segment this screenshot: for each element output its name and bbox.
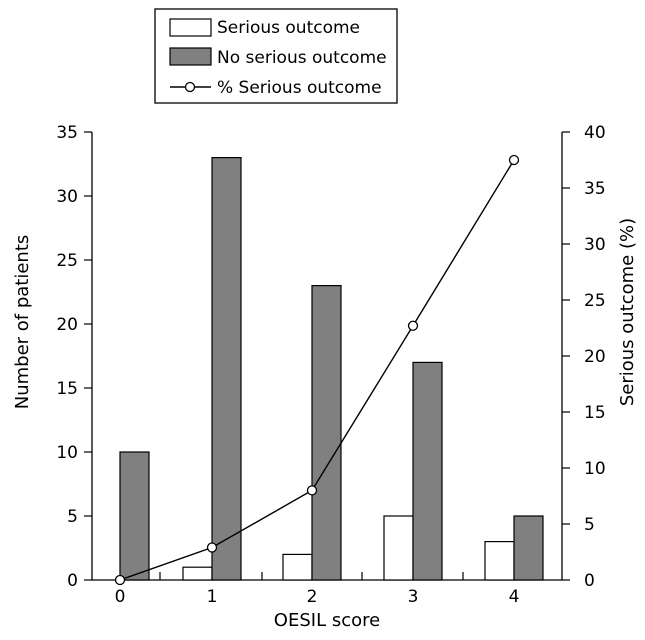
x-tick-label: 3 <box>408 587 419 607</box>
legend-label-percent: % Serious outcome <box>217 78 382 98</box>
x-tick-label: 2 <box>307 587 318 607</box>
y-tick-label-left: 30 <box>56 187 78 207</box>
axes: 0 5 10 15 20 25 30 35 0 5 10 15 20 25 30 35 40 0 1 2 3 4 OESIL… <box>12 123 638 631</box>
legend-swatch-marker <box>184 81 196 93</box>
y-tick-label-right: 15 <box>584 403 606 423</box>
bar-no-serious-outcome <box>119 451 150 581</box>
x-tick-label: 1 <box>207 587 218 607</box>
y-axis-title-left: Number of patients <box>12 235 33 410</box>
y-tick-label-left: 10 <box>56 443 78 463</box>
bar-no-serious-outcome <box>412 361 443 581</box>
percent-line <box>114 154 520 586</box>
percent-point <box>407 320 419 331</box>
y-tick-label-left: 5 <box>67 507 78 527</box>
y-tick-label-right: 40 <box>584 123 606 143</box>
x-axis-title: OESIL score <box>274 610 380 631</box>
x-tick-label: 4 <box>509 587 520 607</box>
legend-swatch-serious <box>169 18 212 37</box>
y-tick-label-right: 0 <box>584 571 595 591</box>
y-tick-label-right: 5 <box>584 515 595 535</box>
y-tick-label-right: 30 <box>584 235 606 255</box>
bar-serious-outcome <box>282 553 313 581</box>
y-tick-label-left: 25 <box>56 251 78 271</box>
y-tick-label-right: 25 <box>584 291 606 311</box>
y-tick-label-right: 35 <box>584 179 606 199</box>
bar-no-serious-outcome <box>513 515 544 581</box>
bar-no-serious-outcome <box>211 157 242 581</box>
x-tick-label: 0 <box>115 587 126 607</box>
percent-point <box>206 542 218 553</box>
percent-point <box>508 154 520 166</box>
percent-point <box>114 574 126 586</box>
y-tick-label-left: 20 <box>56 315 78 335</box>
bar-serious-outcome <box>383 515 414 581</box>
y-tick-label-left: 15 <box>56 379 78 399</box>
bar-no-serious-outcome <box>311 285 342 581</box>
percent-point <box>306 485 318 496</box>
y-tick-label-right: 10 <box>584 459 606 479</box>
y-tick-label-left: 35 <box>56 123 78 143</box>
y-tick-label-right: 20 <box>584 347 606 367</box>
legend-label-serious: Serious outcome <box>217 18 360 38</box>
bars <box>119 157 544 581</box>
legend: Serious outcome No serious outcome % Serio… <box>154 8 398 104</box>
bar-serious-outcome <box>484 540 515 581</box>
legend-swatch-no-serious <box>169 47 212 66</box>
y-axis-title-right: Serious outcome (%) <box>617 218 638 406</box>
bar-serious-outcome <box>182 566 213 581</box>
legend-label-no-serious: No serious outcome <box>217 48 387 68</box>
y-tick-label-left: 0 <box>67 571 78 591</box>
